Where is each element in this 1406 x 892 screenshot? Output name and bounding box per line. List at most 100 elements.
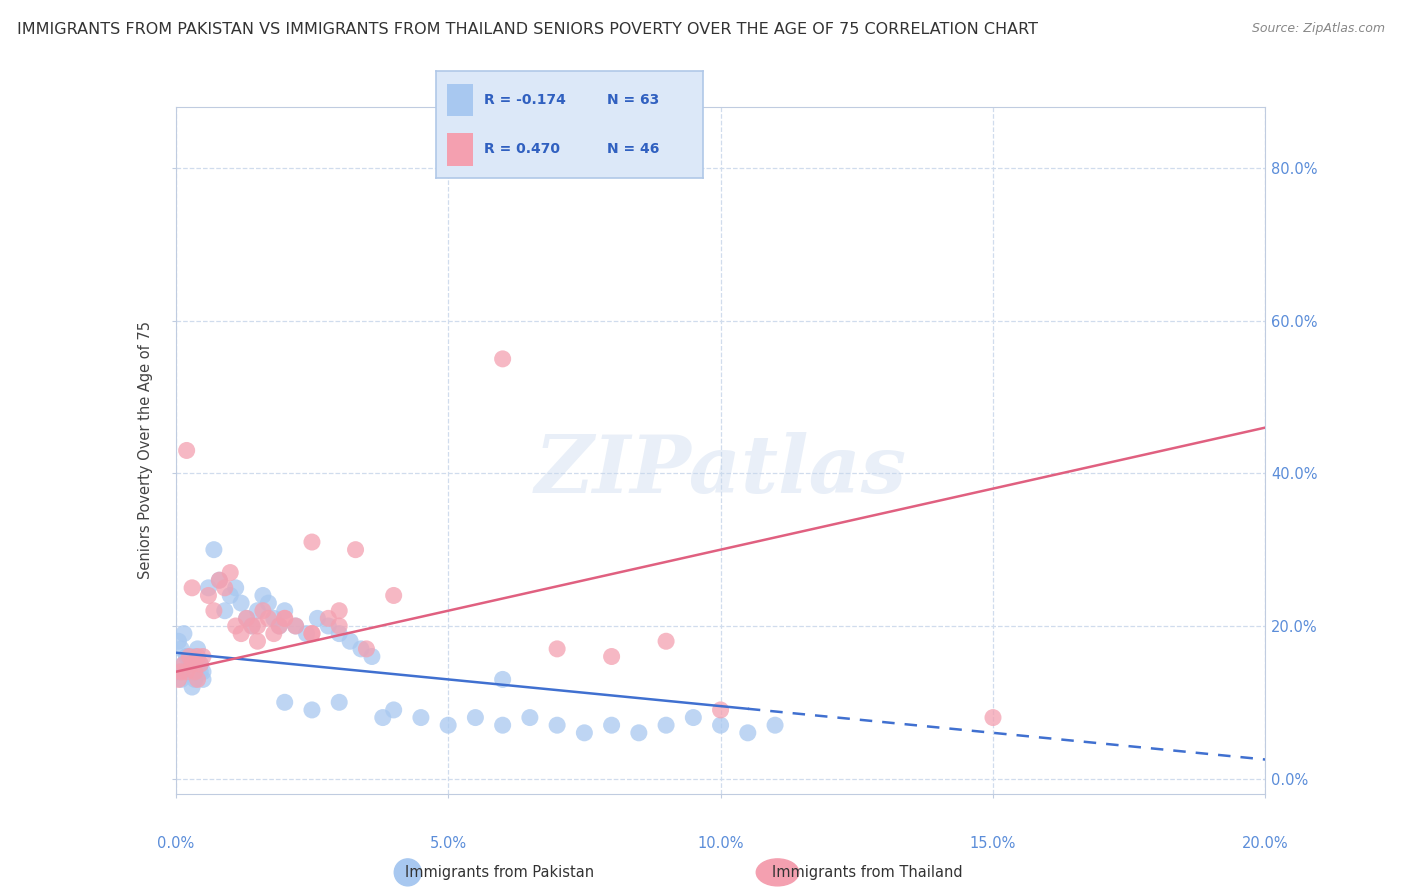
Point [181,581,204,595]
Point [492,351,515,366]
Text: 20.0%: 20.0% [1241,836,1289,851]
Point [295,626,318,640]
Point [274,604,297,618]
Point [263,611,285,625]
Point [173,657,195,672]
Point [246,604,269,618]
Point [219,589,242,603]
Point [600,718,623,732]
Point [492,718,515,732]
Point [350,641,373,656]
Point [269,619,291,633]
Point [208,573,231,587]
Point [263,626,285,640]
Point [328,695,350,709]
Point [188,665,211,679]
Point [240,619,263,633]
Point [208,573,231,587]
Point [225,619,247,633]
Point [186,657,209,672]
Point [186,649,209,664]
Point [184,665,207,679]
Point [231,626,253,640]
Point [167,634,190,648]
Point [184,673,207,687]
Point [235,611,257,625]
Point [492,673,515,687]
Point [181,680,204,694]
Point [188,657,211,672]
Point [214,604,236,618]
Point [170,673,193,687]
Point [382,589,405,603]
Point [318,619,340,633]
Text: 15.0%: 15.0% [970,836,1017,851]
Text: Immigrants from Pakistan: Immigrants from Pakistan [405,865,593,880]
Point [231,596,253,610]
Point [176,649,198,664]
Text: IMMIGRANTS FROM PAKISTAN VS IMMIGRANTS FROM THAILAND SENIORS POVERTY OVER THE AG: IMMIGRANTS FROM PAKISTAN VS IMMIGRANTS F… [17,22,1038,37]
Point [173,657,195,672]
Point [167,665,190,679]
Point [546,718,568,732]
Point [179,665,201,679]
Point [246,634,269,648]
Circle shape [756,859,799,886]
Bar [447,134,474,166]
Point [269,619,291,633]
Point [344,542,367,557]
Point [197,581,219,595]
Point [170,641,193,656]
Text: Immigrants from Thailand: Immigrants from Thailand [772,865,963,880]
Point [173,626,195,640]
Point [328,604,350,618]
Point [225,581,247,595]
Point [409,710,432,724]
Point [191,649,214,664]
Point [188,657,211,672]
Point [655,634,678,648]
Point [737,726,759,740]
Point [328,626,350,640]
Point [274,611,297,625]
Point [307,611,329,625]
Point [301,535,323,549]
Point [371,710,394,724]
Point [202,604,225,618]
Point [763,718,786,732]
Text: ZIPatlas: ZIPatlas [534,433,907,510]
Point [274,611,297,625]
Point [710,718,733,732]
Point [179,657,201,672]
Point [197,589,219,603]
Point [600,649,623,664]
Point [655,718,678,732]
Point [167,673,190,687]
Point [382,703,405,717]
Point [519,710,541,724]
Point [170,665,193,679]
Point [252,604,274,618]
Text: R = -0.174: R = -0.174 [484,94,565,107]
Point [184,649,207,664]
Point [360,649,382,664]
Text: Source: ZipAtlas.com: Source: ZipAtlas.com [1251,22,1385,36]
Point [252,589,274,603]
Point [181,665,204,679]
Point [191,665,214,679]
Point [328,619,350,633]
Point [191,673,214,687]
Point [246,619,269,633]
Text: 10.0%: 10.0% [697,836,744,851]
Point [356,641,378,656]
Point [179,649,201,664]
Text: N = 63: N = 63 [607,94,659,107]
Point [339,634,361,648]
Point [181,657,204,672]
Point [186,641,209,656]
Point [546,641,568,656]
Point [301,626,323,640]
Point [176,665,198,679]
Point [202,542,225,557]
Point [574,726,596,740]
